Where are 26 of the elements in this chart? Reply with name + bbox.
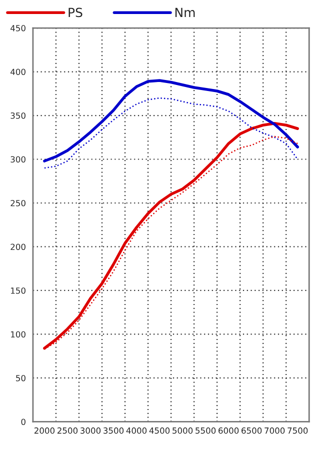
y-tick-label: 100 xyxy=(11,331,26,338)
y-tick-label: 150 xyxy=(11,287,26,294)
x-tick-label: 5500 xyxy=(196,427,216,434)
y-tick-label: 400 xyxy=(10,68,26,76)
x-tick-label: 5000 xyxy=(172,427,193,434)
x-tick-label: 7000 xyxy=(264,427,285,434)
line-series xyxy=(44,97,298,169)
y-tick-label: 250 xyxy=(10,200,26,206)
y-tick-label: 0 xyxy=(21,418,26,425)
line-series xyxy=(43,79,300,162)
x-tick-label: 3500 xyxy=(104,427,124,434)
y-tick-label: 50 xyxy=(16,374,26,382)
x-tick-label: 2500 xyxy=(57,427,78,434)
legend-label: Nm xyxy=(175,8,195,17)
x-tick-label: 3000 xyxy=(80,427,101,434)
legend-label: PS xyxy=(68,8,82,18)
x-tick-label: 6500 xyxy=(242,427,262,434)
x-tick-label: 7500 xyxy=(288,427,308,434)
x-tick-label: 2000 xyxy=(34,427,55,434)
x-tick-label: 4500 xyxy=(149,427,170,434)
y-tick-label: 200 xyxy=(10,244,26,250)
y-tick-label: 300 xyxy=(10,156,26,163)
x-tick-label: 4000 xyxy=(126,427,147,434)
y-tick-label: 450 xyxy=(10,25,26,32)
y-tick-label: 350 xyxy=(10,112,26,119)
x-tick-label: 6000 xyxy=(218,427,239,434)
